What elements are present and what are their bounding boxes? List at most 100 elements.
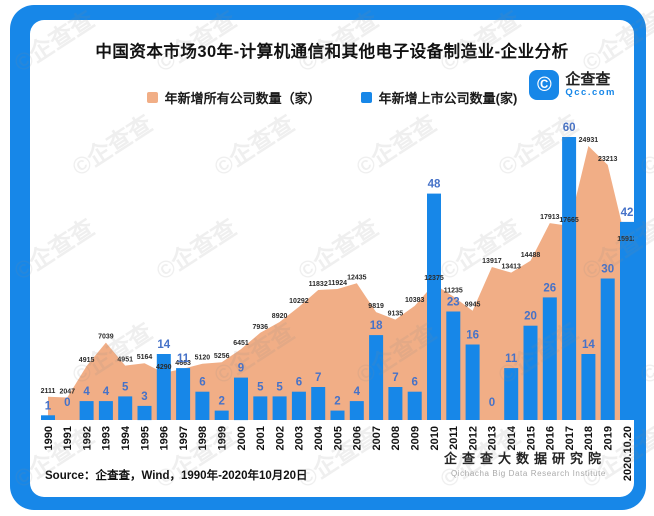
legend-item-bar: 年新增上市公司数量(家) xyxy=(360,88,518,107)
x-tick-label: 2003 xyxy=(294,426,306,450)
area-value-label: 7039 xyxy=(98,334,114,341)
area-value-label: 4663 xyxy=(175,360,191,367)
bar-value-label: 2 xyxy=(218,396,224,408)
source-note: Source：企查查，Wind，1990年-2020年10月20日 xyxy=(45,470,308,482)
x-tick-label: 1992 xyxy=(81,426,93,450)
bar-value-label: 4 xyxy=(83,386,90,398)
legend-label-bar: 年新增上市公司数量(家) xyxy=(378,91,518,106)
bar-2009 xyxy=(407,391,422,420)
area-value-label: 13413 xyxy=(501,264,521,271)
bar-2000 xyxy=(234,377,248,421)
x-tick-label: 1991 xyxy=(62,426,74,450)
x-tick-label: 2016 xyxy=(545,426,557,450)
bar-value-label: 16 xyxy=(466,330,479,342)
x-tick-label: 2000 xyxy=(236,426,248,450)
area-value-label: 23213 xyxy=(598,156,618,163)
x-tick-label: 1995 xyxy=(139,426,151,450)
area-value-label: 12435 xyxy=(347,274,367,281)
chart-card: 2111 2047 4915 7039 4951 5164 4290 4663 5120 5256… xyxy=(30,20,634,497)
bar-2019 xyxy=(600,278,615,420)
bar-value-label: 4 xyxy=(354,386,361,398)
area-value-label: 4951 xyxy=(117,357,133,364)
x-tick-label: 2020.10.20 xyxy=(622,426,634,481)
x-tick-label: 1990 xyxy=(43,426,55,450)
x-tick-label: 2001 xyxy=(255,426,267,450)
area-value-label: 7936 xyxy=(253,324,269,331)
area-value-label: 4915 xyxy=(79,357,95,364)
bar-1990 xyxy=(41,415,55,420)
bar-2008 xyxy=(388,387,403,420)
bar-2020.10.20 xyxy=(620,221,634,420)
x-tick-label: 1997 xyxy=(178,426,190,450)
bar-2006 xyxy=(349,401,364,420)
bar-value-label: 60 xyxy=(563,122,576,134)
bar-2015 xyxy=(523,325,538,420)
x-tick-label: 2006 xyxy=(352,426,364,450)
bar-2004 xyxy=(311,387,326,420)
bar-value-label: 6 xyxy=(199,377,205,389)
bar-1995 xyxy=(137,405,152,421)
bar-value-label: 7 xyxy=(315,372,321,384)
bar-2007 xyxy=(369,335,384,420)
bar-2003 xyxy=(291,391,306,420)
bar-1993 xyxy=(98,401,113,420)
x-tick-label: 2009 xyxy=(409,426,421,450)
bar-2002 xyxy=(272,396,287,420)
bar-value-label: 11 xyxy=(177,353,190,365)
bar-value-label: 5 xyxy=(257,381,264,393)
area-value-label: 4290 xyxy=(156,364,172,371)
legend: 年新增所有公司数量（家） 年新增上市公司数量(家) xyxy=(30,88,634,107)
bar-value-label: 42 xyxy=(621,207,634,219)
bar-value-label: 7 xyxy=(392,372,398,384)
area-value-label: 9945 xyxy=(465,302,481,309)
area-value-label: 8920 xyxy=(272,313,288,320)
bar-2011 xyxy=(446,311,461,420)
x-tick-label: 2013 xyxy=(487,426,499,450)
institute-name-cn: 企查查大数据研究院 xyxy=(443,451,606,466)
x-tick-label: 2015 xyxy=(525,426,537,450)
bar-1998 xyxy=(195,391,210,420)
x-tick-label: 2008 xyxy=(390,426,402,450)
institute-name-en: Qichacha Big Data Research Institute xyxy=(450,469,606,478)
bar-1992 xyxy=(79,401,94,420)
qcc-logo-domain: Qcc.com xyxy=(565,87,616,99)
bar-value-label: 3 xyxy=(141,391,147,403)
qcc-logo-text: 企查查 Qcc.com xyxy=(565,71,616,99)
bar-1996 xyxy=(156,354,171,420)
bar-value-label: 20 xyxy=(524,311,537,323)
institute-credit: 企查查大数据研究院 Qichacha Big Data Research Ins… xyxy=(444,448,606,478)
area-value-label: 17665 xyxy=(559,217,579,224)
area-value-label: 10383 xyxy=(405,297,425,304)
bar-2017 xyxy=(562,137,577,420)
area-value-label: 5120 xyxy=(195,355,211,362)
bar-series-swatch-icon xyxy=(360,92,372,103)
bar-value-label: 23 xyxy=(447,297,460,309)
qcc-logo-icon: © xyxy=(529,70,560,100)
x-tick-label: 2011 xyxy=(448,426,460,450)
bar-2010 xyxy=(427,193,441,420)
bar-value-label: 30 xyxy=(601,264,614,276)
area-series xyxy=(48,146,627,420)
x-tick-label: 1999 xyxy=(216,426,228,450)
x-tick-label: 2005 xyxy=(332,426,344,450)
bar-value-label: 18 xyxy=(370,320,383,332)
page-title: 中国资本市场30年-计算机通信和其他电子设备制造业-企业分析 xyxy=(95,43,569,61)
bar-2014 xyxy=(504,368,519,420)
bar-value-label: 26 xyxy=(543,282,556,294)
bar-1999 xyxy=(214,410,229,420)
area-value-label: 24931 xyxy=(579,137,599,144)
x-tick-label: 2002 xyxy=(274,426,286,450)
bar-value-label: 0 xyxy=(64,397,70,409)
bar-1997 xyxy=(176,368,191,420)
bar-value-label: 48 xyxy=(428,179,441,191)
x-tick-label: 2007 xyxy=(371,426,383,450)
x-tick-label: 1998 xyxy=(197,426,209,450)
x-tick-label: 2019 xyxy=(602,426,614,450)
bar-2018 xyxy=(581,354,596,420)
bar-value-label: 11 xyxy=(505,353,518,365)
bar-value-label: 1 xyxy=(45,400,52,412)
area-value-label: 17913 xyxy=(540,214,560,221)
bar-2016 xyxy=(542,297,557,420)
